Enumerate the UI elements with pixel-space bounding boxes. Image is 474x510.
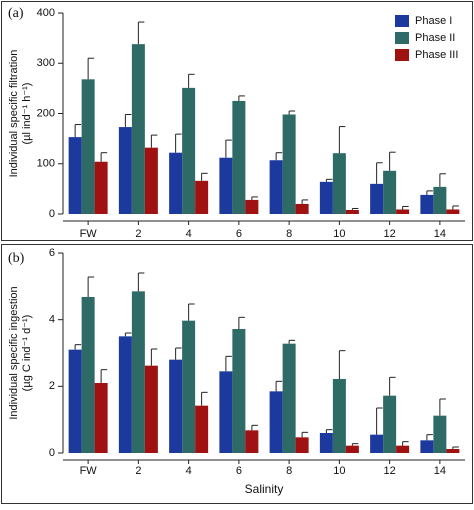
y-tick-label: 200: [37, 107, 55, 119]
bar: [383, 395, 397, 453]
bar: [446, 209, 460, 214]
x-tick-label: 10: [333, 228, 345, 240]
bar: [345, 445, 359, 453]
legend-label: Phase I: [415, 15, 452, 27]
bar: [144, 147, 158, 214]
bar: [383, 170, 397, 214]
bar: [332, 153, 346, 214]
bar: [433, 186, 447, 214]
x-tick-label: 14: [434, 465, 446, 477]
bar: [118, 336, 132, 453]
x-tick-label: 14: [434, 228, 446, 240]
y-axis-label: Individual specific filtration: [8, 50, 20, 178]
bar: [81, 79, 95, 214]
legend-swatch: [395, 49, 409, 61]
bar: [295, 437, 309, 453]
legend-swatch: [395, 15, 409, 27]
x-tick-label: 8: [286, 228, 292, 240]
x-tick-label: 6: [236, 465, 242, 477]
bar: [219, 157, 233, 214]
x-tick-label: 2: [135, 465, 141, 477]
bar: [68, 349, 82, 453]
bar: [269, 391, 283, 453]
x-tick-label: 2: [135, 228, 141, 240]
panel-label: (b): [8, 251, 25, 266]
x-tick-label: 10: [333, 465, 345, 477]
bar: [68, 137, 82, 214]
panel-frame: [1, 1, 473, 241]
bar: [118, 127, 132, 214]
x-tick-label: FW: [80, 228, 98, 240]
bar: [420, 194, 434, 214]
x-tick-label: 8: [286, 465, 292, 477]
y-tick-label: 4: [49, 314, 55, 326]
bar: [169, 359, 183, 453]
bar: [370, 183, 384, 214]
legend-swatch: [395, 32, 409, 44]
bar: [195, 180, 209, 214]
legend-label: Phase II: [415, 32, 455, 44]
x-tick-label: 6: [236, 228, 242, 240]
y-axis-label: (µg C ind⁻¹ d⁻¹): [21, 315, 33, 392]
bar: [396, 209, 410, 214]
bar: [282, 114, 296, 214]
bar: [131, 291, 145, 453]
y-tick-label: 400: [37, 7, 55, 19]
bar: [420, 440, 434, 453]
x-tick-label: 4: [186, 228, 192, 240]
x-tick-label: 12: [384, 465, 396, 477]
bar: [295, 203, 309, 214]
bar: [282, 343, 296, 453]
bar: [245, 430, 259, 453]
x-axis-label: Salinity: [245, 482, 284, 496]
bar: [169, 152, 183, 214]
bar: [319, 433, 333, 453]
bar: [269, 160, 283, 214]
x-tick-label: 4: [186, 465, 192, 477]
bar: [232, 329, 246, 453]
y-tick-label: 100: [37, 158, 55, 170]
bar: [81, 297, 95, 453]
x-tick-label: FW: [80, 465, 98, 477]
bar: [345, 209, 359, 214]
y-tick-label: 6: [49, 247, 55, 259]
bar: [144, 365, 158, 453]
panel-label: (a): [8, 6, 24, 21]
y-tick-label: 0: [49, 447, 55, 459]
bar: [433, 415, 447, 453]
bar: [370, 434, 384, 453]
legend-label: Phase III: [415, 49, 458, 61]
bar: [195, 405, 209, 453]
y-axis-label: Individual specific ingestion: [8, 286, 20, 419]
bar: [319, 181, 333, 214]
bar: [332, 379, 346, 453]
bar: [396, 445, 410, 453]
panel-frame: [1, 244, 473, 504]
bar: [232, 100, 246, 214]
bar: [94, 383, 108, 453]
bar: [94, 161, 108, 214]
bar: [446, 449, 460, 453]
y-tick-label: 0: [49, 208, 55, 220]
bar: [182, 320, 196, 453]
y-tick-label: 2: [49, 380, 55, 392]
bar: [131, 44, 145, 214]
x-tick-label: 12: [384, 228, 396, 240]
bar: [182, 87, 196, 214]
bar: [219, 371, 233, 453]
y-axis-label: (µl ind⁻¹ h⁻¹): [21, 83, 33, 145]
bar: [245, 199, 259, 214]
y-tick-label: 300: [37, 57, 55, 69]
